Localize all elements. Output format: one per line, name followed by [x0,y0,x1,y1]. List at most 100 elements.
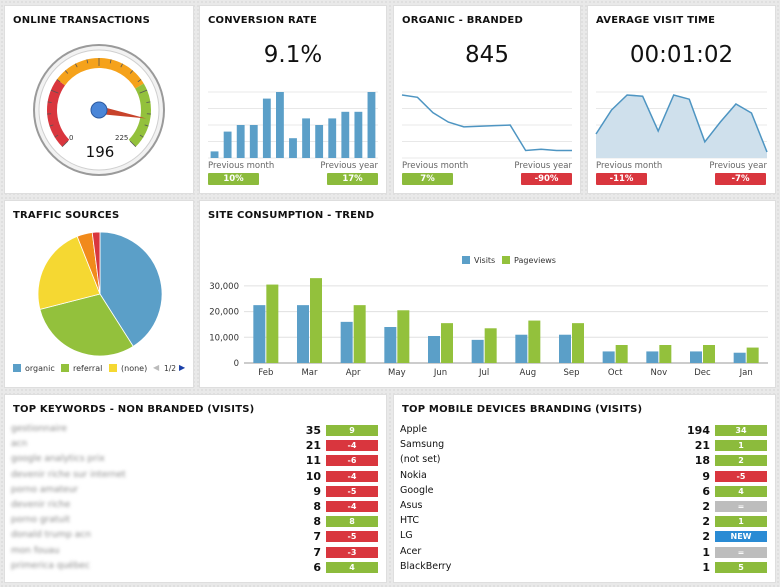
row-change-badge: NEW [715,531,767,543]
gauge-hub [90,101,108,119]
gauge-tick [144,124,149,127]
list-row: gestionnaire 35 9 [5,423,386,438]
list-row: primerica québec 6 4 [5,560,386,575]
legend-label: (none) [121,364,148,373]
row-value: 6 [702,484,710,498]
bar-visits [384,327,397,363]
average-visit-time-title: AVERAGE VISIT TIME [596,15,716,26]
x-tick-label: Aug [520,368,537,378]
row-name: google analytics prix [11,454,105,465]
bar-visits [602,351,615,363]
y-tick-label: 30,000 [209,282,239,292]
prev-month-label: Previous month [208,161,275,171]
bar-visits [471,339,484,363]
prev-year-label: Previous year [709,161,767,171]
prev-year-badge: -7% [715,173,766,185]
bar-pageviews [441,323,453,363]
row-value: 7 [313,530,321,544]
bar-visits [646,351,659,363]
gauge-tick [109,59,112,64]
bar-pageviews [659,345,672,363]
list-row: google analytics prix 11 -6 [5,453,386,468]
prev-year-label: Previous year [320,161,378,171]
list-row: porno amateur 9 -5 [5,484,386,499]
x-tick-label: May [388,368,406,378]
row-value: 1 [702,560,710,574]
list-row: Samsung 21 1 [394,438,775,453]
row-value: 194 [687,424,710,437]
row-change-badge: -5 [326,485,378,497]
traffic-sources-panel: TRAFFIC SOURCES organic referral (none) … [5,201,193,387]
legend-label: referral [73,364,103,373]
legend-organic: organic [13,364,55,373]
gauge-tick [56,79,61,83]
list-row: Asus 2 = [394,499,775,514]
legend-next-button[interactable]: ▶ [179,363,186,372]
gauge-tick [129,140,137,148]
x-tick-label: Jan [739,368,753,378]
bar-pageviews [484,328,497,363]
site-consumption-panel: SITE CONSUMPTION - TREND Visits Pageview… [200,201,775,387]
gauge-tick [137,79,142,83]
gauge-tick [61,140,69,148]
gauge-tick [49,124,54,127]
bar-visits [340,321,353,363]
gauge-tick [139,134,144,138]
x-tick-label: Apr [346,368,361,378]
gauge-tick [50,89,59,94]
row-change-badge: 4 [715,485,767,497]
site-consumption-chart: 0 10,000 20,000 30,000 Feb Mar Apr May Jun Jul Aug… [209,278,768,378]
gauge-needle [98,106,147,119]
gauge-band [56,57,144,89]
bar-pageviews [528,320,541,363]
x-tick-label: Mar [301,368,318,378]
row-name: (not set) [400,454,441,466]
bar-visits [515,334,528,363]
row-change-badge: 1 [715,440,767,452]
conversion-bar [315,125,324,158]
average-visit-time-value: 00:01:02 [629,42,734,68]
row-change-badge: 34 [715,425,767,436]
average-visit-time-area [595,91,768,159]
bar-visits [253,305,266,363]
prev-year-badge: 17% [327,173,378,185]
conversion-bar [262,98,271,158]
legend-prev-button[interactable]: ◀ [153,363,160,372]
conversion-rate-bars [208,91,378,159]
row-name: mon fouau [11,545,60,556]
row-name: BlackBerry [400,560,452,572]
y-tick-label: 20,000 [209,308,239,318]
row-name: porno amateur [11,484,79,495]
row-value: 9 [313,484,321,498]
organic-branded-panel: ORGANIC - BRANDED 845 Previous month Pre… [394,6,580,193]
top-keywords-panel: TOP KEYWORDS - NON BRANDED (VISITS) gest… [5,395,386,582]
list-row: Nokia 9 -5 [394,469,775,484]
top-mobile-list: Apple 194 34 Samsung 21 1 (not set) 18 2 Nokia 9 -5… [394,423,775,579]
y-tick-label: 0 [234,359,239,369]
row-name: devenir riche [11,500,71,510]
organic-line [401,94,572,152]
y-tick-label: 10,000 [209,333,239,343]
x-tick-label: Oct [608,368,623,378]
bar-pageviews [615,345,628,363]
top-mobile-panel: TOP MOBILE DEVICES BRANDING (VISITS) App… [394,395,775,582]
gauge-tick [47,101,52,103]
x-tick-label: Jul [478,368,489,378]
x-tick-label: Feb [258,368,273,378]
row-name: Nokia [400,469,427,481]
pie-slice-referral [39,293,134,357]
row-name: HTC [400,515,420,527]
row-value: 18 [694,454,710,468]
conversion-bar [249,125,258,158]
prev-month-badge: 7% [402,173,453,185]
list-row: porno gratuit 8 8 [5,514,386,529]
x-tick-label: Sep [563,368,579,378]
list-row: HTC 2 1 [394,514,775,529]
row-change-badge: = [715,546,767,558]
row-change-badge: 1 [715,516,767,528]
row-name: devenir riche sur internet [11,469,126,480]
x-tick-label: Jun [433,368,447,378]
row-change-badge: 4 [326,561,378,573]
legend-visits: Visits [462,256,495,265]
row-value: 11 [305,454,321,468]
